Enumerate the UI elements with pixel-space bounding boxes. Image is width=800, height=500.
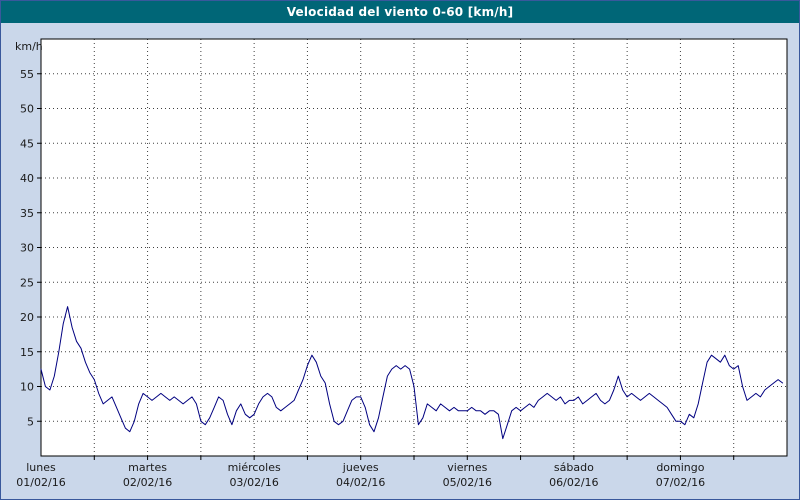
x-date-label: 05/02/16 xyxy=(443,476,492,489)
y-tick-label: 25 xyxy=(20,276,34,289)
chart-title-bar: Velocidad del viento 0-60 [km/h] xyxy=(1,1,799,23)
y-tick-label: 40 xyxy=(20,172,34,185)
plot-border xyxy=(40,38,788,457)
y-tick-label: 50 xyxy=(20,103,34,116)
x-day-label: viernes xyxy=(447,461,487,474)
y-tick-label: 15 xyxy=(20,346,34,359)
x-day-label: sábado xyxy=(554,461,594,474)
x-day-label: martes xyxy=(128,461,167,474)
y-tick-label: 20 xyxy=(20,311,34,324)
y-tick-label: 35 xyxy=(20,207,34,220)
y-tick-label: 5 xyxy=(27,415,34,428)
x-date-label: 04/02/16 xyxy=(336,476,385,489)
x-date-label: 03/02/16 xyxy=(229,476,278,489)
wind-speed-series-line xyxy=(40,306,784,440)
y-tick-label: 55 xyxy=(20,68,34,81)
y-tick-label: 45 xyxy=(20,137,34,150)
x-date-label: 02/02/16 xyxy=(123,476,172,489)
chart-title: Velocidad del viento 0-60 [km/h] xyxy=(286,5,514,19)
y-tick-label: 10 xyxy=(20,381,34,394)
x-day-label: jueves xyxy=(342,461,379,474)
x-day-label: miércoles xyxy=(228,461,281,474)
wind-speed-line-chart: 5 10 15 20 25 30 35 40 45 50 55 km/h lunes 01/02/16 ma… xyxy=(15,38,788,489)
y-axis-unit-label: km/h xyxy=(15,40,43,53)
y-tick-label: 30 xyxy=(20,242,34,255)
x-day-label: domingo xyxy=(656,461,704,474)
x-date-label: 07/02/16 xyxy=(656,476,705,489)
x-date-label: 01/02/16 xyxy=(16,476,65,489)
x-date-label: 06/02/16 xyxy=(549,476,598,489)
x-day-label: lunes xyxy=(26,461,56,474)
